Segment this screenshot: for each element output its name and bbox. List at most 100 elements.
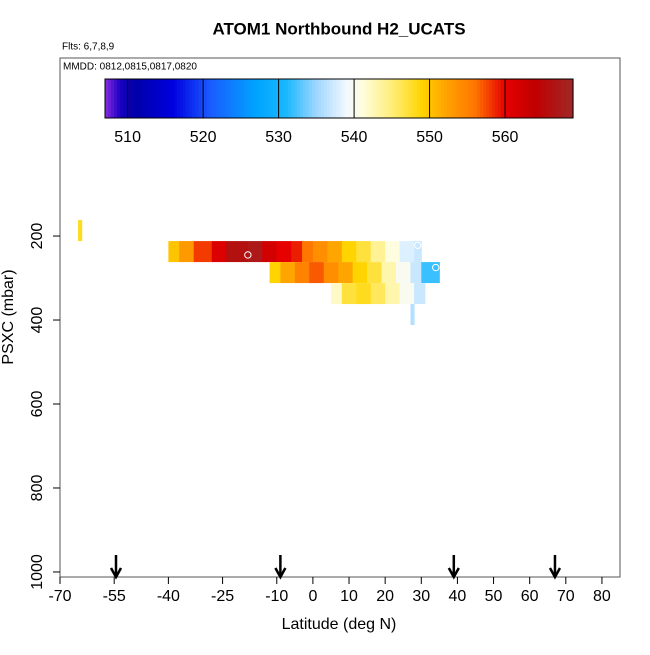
colorbar-slice — [150, 79, 154, 118]
colorbar-slice — [261, 79, 265, 118]
heat-cell — [410, 304, 415, 326]
colorbar-slice — [480, 79, 484, 118]
subtitle: Flts: 6,7,8,9 — [62, 42, 115, 53]
colorbar-slice — [264, 79, 268, 118]
heat-cell — [356, 283, 372, 305]
colorbar-slice — [312, 79, 316, 118]
colorbar-frame — [104, 78, 574, 119]
colorbar-slice — [468, 79, 472, 118]
colorbar-slice — [123, 79, 127, 118]
colorbar-slice — [357, 79, 361, 118]
colorbar-slice — [138, 79, 142, 118]
colorbar-slice — [393, 79, 397, 118]
colorbar-slice — [279, 79, 283, 118]
heat-cell — [269, 262, 281, 284]
colorbar-slice — [294, 79, 298, 118]
colorbar-tick-label: 510 — [114, 129, 141, 146]
heat-cell — [309, 262, 325, 284]
colorbar-slice — [336, 79, 340, 118]
colorbar-slice — [309, 79, 313, 118]
x-tick-label: 50 — [485, 588, 503, 605]
x-tick-label: 0 — [308, 588, 317, 605]
x-tick-label: -55 — [103, 588, 126, 605]
arrow-head — [274, 567, 287, 580]
colorbar-slice — [486, 79, 490, 118]
x-tick-label: -10 — [265, 588, 288, 605]
x-axis-label: Latitude (deg N) — [282, 616, 397, 633]
colorbar-slice — [303, 79, 307, 118]
colorbar-slice — [216, 79, 220, 118]
colorbar-slice — [381, 79, 385, 118]
marker — [432, 263, 440, 272]
colorbar-slice — [315, 79, 319, 118]
heat-cell — [312, 241, 328, 263]
colorbar-slice — [243, 79, 247, 118]
heat-cell — [330, 283, 343, 305]
colorbar-slice — [318, 79, 322, 118]
heat-cell — [356, 241, 372, 263]
colorbar-slice — [546, 79, 550, 118]
colorbar-slice — [504, 79, 508, 118]
colorbar-slice — [267, 79, 271, 118]
colorbar-slice — [135, 79, 139, 118]
colorbar-slice — [285, 79, 289, 118]
colorbar-slice — [129, 79, 133, 118]
heat-cell — [414, 283, 426, 305]
heat-cell — [338, 262, 354, 284]
colorbar-slice — [384, 79, 388, 118]
colorbar-slice — [549, 79, 553, 118]
x-tick-label: 40 — [449, 588, 467, 605]
colorbar-slice — [210, 79, 214, 118]
colorbar-slice — [453, 79, 457, 118]
colorbar-slice — [561, 79, 565, 118]
heat-cell — [414, 241, 422, 263]
colorbar-tick-label: 530 — [265, 129, 292, 146]
colorbar-slice — [234, 79, 238, 118]
colorbar-slice — [360, 79, 364, 118]
colorbar-slice — [159, 79, 163, 118]
colorbar-slice — [300, 79, 304, 118]
heat-cell — [193, 241, 213, 263]
colorbar-slice — [462, 79, 466, 118]
colorbar-slice — [249, 79, 253, 118]
colorbar-slice — [516, 79, 520, 118]
colorbar-slice — [165, 79, 169, 118]
colorbar-slice — [168, 79, 172, 118]
arrow-head — [447, 567, 460, 580]
x-tick-label: -40 — [157, 588, 180, 605]
x-tick-label: 60 — [521, 588, 539, 605]
colorbar-slice — [204, 79, 208, 118]
colorbar-slice — [111, 79, 115, 118]
y-tick-label: 400 — [29, 307, 46, 334]
colorbar-slice — [297, 79, 301, 118]
heat-cell — [421, 262, 440, 284]
colorbar-slice — [342, 79, 346, 118]
colorbar-slice — [375, 79, 379, 118]
colorbar-slice — [222, 79, 226, 118]
colorbar-slice — [117, 79, 121, 118]
heat-cell — [78, 220, 83, 242]
colorbar-slice — [429, 79, 433, 118]
colorbar-slice — [441, 79, 445, 118]
heat-cell — [211, 241, 227, 263]
colorbar-slice — [195, 79, 199, 118]
colorbar-slice — [456, 79, 460, 118]
colorbar-slice — [567, 79, 571, 118]
heat-cell — [179, 241, 195, 263]
heat-cell — [168, 241, 180, 263]
heat-cell — [302, 241, 314, 263]
heat-cell — [276, 241, 292, 263]
colorbar-slice — [252, 79, 256, 118]
colorbar-slice — [525, 79, 529, 118]
colorbar-slice — [288, 79, 292, 118]
heat-cell — [323, 262, 339, 284]
colorbar-slice — [231, 79, 235, 118]
x-tick-label: 30 — [412, 588, 430, 605]
colorbar-slice — [510, 79, 514, 118]
marker — [244, 251, 252, 259]
colorbar-slice — [225, 79, 229, 118]
colorbar-slice — [387, 79, 391, 118]
colorbar-slice — [132, 79, 136, 118]
colorbar-slice — [399, 79, 403, 118]
colorbar-slice — [282, 79, 286, 118]
